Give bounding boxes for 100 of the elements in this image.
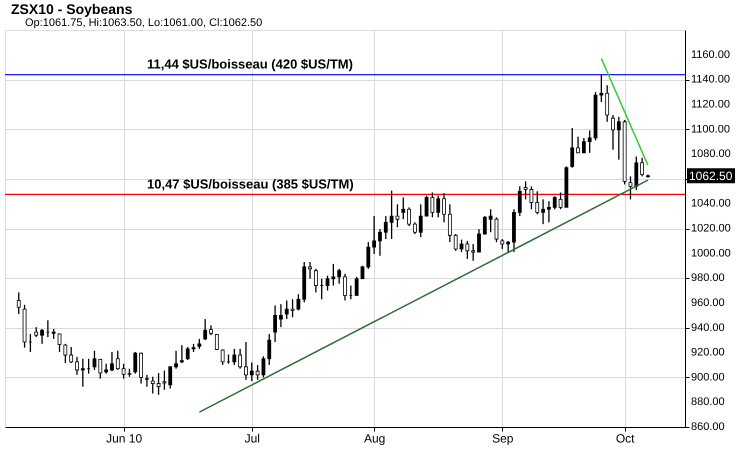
- chart-title: ZSX10 - Soybeans: [11, 1, 133, 17]
- candlestick: [384, 215, 388, 240]
- candlestick: [209, 324, 213, 336]
- candlestick: [558, 192, 562, 210]
- candlestick: [582, 137, 586, 154]
- candlestick: [396, 204, 400, 228]
- candlestick: [530, 186, 534, 210]
- candlestick: [477, 228, 481, 253]
- text: Op:1061.75, Hi:1063.50, Lo:1061.00, Cl:1062.50: [25, 17, 262, 29]
- candlestick: [413, 222, 417, 235]
- candlestick: [162, 370, 166, 390]
- candlestick: [34, 326, 38, 338]
- candlestick: [360, 265, 364, 280]
- candlestick: [75, 356, 79, 376]
- candlestick: [58, 333, 62, 353]
- candlestick: [494, 216, 498, 243]
- candlestick: [407, 206, 411, 227]
- candlestick: [541, 198, 545, 225]
- candlestick: [401, 196, 406, 220]
- y-tick-label: 1160.00: [691, 48, 730, 61]
- candlestick: [273, 304, 277, 343]
- y-tick-label: 1120.00: [691, 98, 730, 110]
- candlestick: [482, 215, 487, 235]
- y-tick-label: 1000.00: [691, 247, 731, 260]
- y-tick-label: 1080.00: [691, 148, 731, 160]
- candlestick: [80, 358, 85, 388]
- candlestick: [337, 268, 342, 284]
- candlestick: [40, 328, 44, 345]
- candlestick: [488, 208, 493, 233]
- candlestick: [390, 190, 394, 240]
- ref-line-label: 10,47 $US/boisseau (385 $US/TM): [147, 176, 354, 192]
- y-tick-label: 880.00: [691, 396, 725, 408]
- candlestick: [133, 351, 138, 374]
- candlestick: [244, 341, 248, 381]
- y-tick-label: 1040.00: [691, 198, 731, 210]
- candlestick: [256, 364, 260, 381]
- y-tick-label: 1100.00: [691, 123, 730, 136]
- candlestick: [448, 204, 452, 243]
- x-tick-label: Sep: [492, 432, 514, 446]
- candlestick: [290, 298, 294, 318]
- ref-line-label: 11,44 $US/boisseau (420 $US/TM): [147, 56, 353, 72]
- candlestick: [354, 276, 359, 296]
- candlestick: [500, 238, 504, 250]
- candlestick: [366, 241, 370, 270]
- candlestick: [418, 204, 423, 238]
- candlestick: [296, 294, 300, 312]
- candlestick: [98, 358, 102, 380]
- candlestick: [156, 372, 160, 396]
- candlestick: [436, 194, 440, 218]
- candlestick: [214, 334, 219, 351]
- candlestick: [116, 350, 120, 371]
- candlestick: [262, 356, 266, 378]
- candlestick: [279, 304, 283, 328]
- x-tick-label: Aug: [364, 432, 386, 446]
- y-tick-label: 960.00: [691, 296, 725, 309]
- candlestick: [284, 300, 289, 320]
- candlestick: [92, 350, 96, 371]
- candlestick: [576, 136, 580, 154]
- candlestick: [52, 328, 56, 340]
- y-tick-label: 980.00: [691, 272, 725, 284]
- candlestick: [465, 240, 470, 260]
- candlestick: [232, 348, 236, 366]
- candlestick: [308, 261, 312, 280]
- candlestick: [122, 363, 126, 380]
- candlestick: [424, 194, 428, 217]
- candlestick: [640, 157, 644, 178]
- candlestick: [442, 192, 446, 223]
- candlestick: [63, 343, 68, 364]
- candlestick: [250, 362, 254, 382]
- candlestick: [343, 273, 347, 302]
- candlestick: [145, 374, 149, 388]
- candlestick: [588, 130, 592, 154]
- x-tick-label: Jun 10: [106, 432, 142, 446]
- candlestick: [518, 186, 522, 217]
- candlestick: [605, 84, 610, 122]
- candlestick: [220, 348, 225, 366]
- candlestick: [454, 233, 458, 252]
- y-tick-label: 900.00: [691, 371, 725, 384]
- candlestick: [267, 333, 272, 366]
- candlestick: [506, 240, 510, 253]
- candlestick: [104, 363, 108, 374]
- candlestick: [628, 176, 632, 200]
- y-tick-label: 860.00: [691, 421, 725, 433]
- candlestick: [69, 346, 74, 364]
- y-tick-label: 1020.00: [691, 222, 731, 234]
- candlestick: [16, 292, 21, 315]
- candlestick: [174, 350, 178, 370]
- y-tick-label: 920.00: [691, 346, 725, 359]
- x-tick-label: Oct: [616, 432, 636, 446]
- candlestick: [203, 318, 208, 341]
- candlestick: [471, 243, 476, 262]
- candlestick: [611, 114, 615, 150]
- candlestick: [372, 215, 376, 255]
- x-tick-label: Jul: [244, 432, 260, 446]
- candlestick: [524, 180, 528, 200]
- candlestick: [110, 351, 114, 372]
- candlestick: [168, 366, 172, 390]
- candlestick: [326, 274, 330, 292]
- candlestick: [547, 200, 551, 223]
- candlestick: [378, 228, 382, 256]
